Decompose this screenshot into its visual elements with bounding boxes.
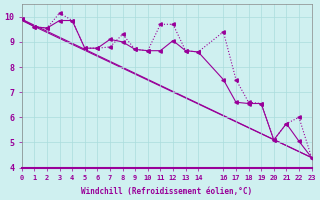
X-axis label: Windchill (Refroidissement éolien,°C): Windchill (Refroidissement éolien,°C) — [81, 187, 252, 196]
